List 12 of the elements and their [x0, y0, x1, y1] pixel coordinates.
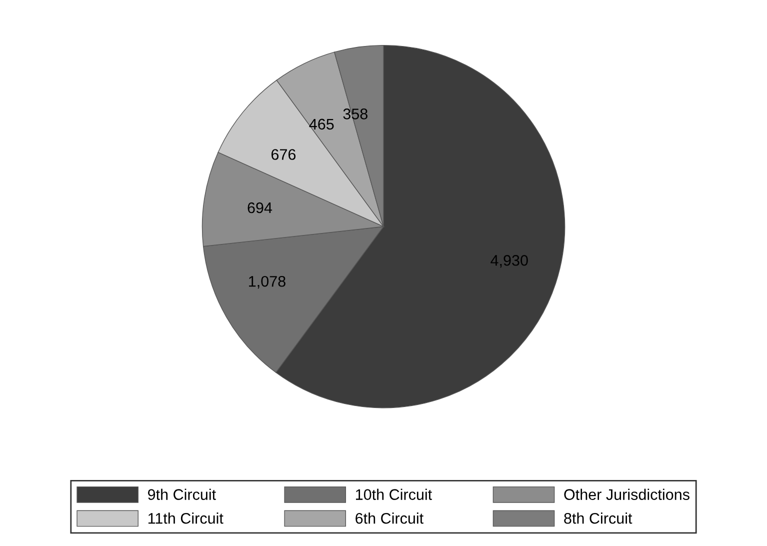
legend-label: Other Jurisdictions — [564, 488, 690, 500]
legend-label: 9th Circuit — [148, 488, 216, 500]
legend-label: 11th Circuit — [148, 512, 224, 524]
data-label: 358 — [343, 108, 368, 120]
data-label: 676 — [271, 149, 296, 160]
data-label: 694 — [248, 202, 272, 214]
legend-label: 8th Circuit — [564, 512, 632, 524]
data-label: 465 — [309, 118, 334, 130]
legend-label: 10th Circuit — [356, 488, 432, 500]
legend-label: 6th Circuit — [356, 512, 424, 524]
data-label: 4,930 — [490, 254, 528, 268]
data-label: 1,078 — [249, 276, 286, 289]
